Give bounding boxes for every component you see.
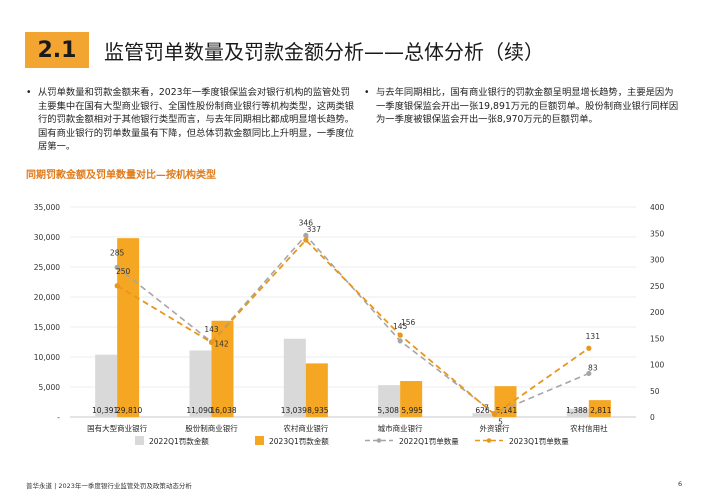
y-right-tick-label: 200 — [650, 308, 665, 317]
line-value-label: 143 — [204, 325, 219, 334]
legend-marker — [376, 438, 382, 443]
line-point — [586, 370, 592, 377]
bar-value-label: 5,995 — [401, 406, 423, 415]
y-left-tick-label: 15,000 — [34, 323, 60, 332]
legend-label: 2023Q1罚款金额 — [269, 436, 329, 446]
line-point — [208, 339, 215, 346]
legend-label: 2022Q1罚款金额 — [149, 436, 209, 446]
y-left-tick-label: 10,000 — [34, 353, 60, 362]
bullet-right-text: 与去年同期相比，国有商业银行的罚款金额呈明显增长趋势，主要是因为一季度银保监会开… — [376, 87, 679, 126]
x-tick-label: 外资银行 — [480, 423, 510, 433]
line-value-label: 83 — [588, 363, 598, 372]
bar-value-label: 10,391 — [92, 406, 118, 415]
bar — [305, 363, 328, 417]
line-point — [303, 232, 309, 238]
bar-value-label: 13,039 — [281, 406, 307, 415]
line-point — [397, 332, 403, 338]
page-number: 6 — [678, 480, 683, 488]
line-value-label: 346 — [299, 218, 314, 227]
bar — [189, 350, 212, 417]
bullet-left: • 从罚单数量和罚款金额来看，2023年一季度银保监会对银行机构的监管处罚主要集… — [26, 86, 356, 154]
bar-value-label: 5,308 — [377, 406, 399, 415]
bar-value-label: 5,141 — [496, 406, 518, 415]
line-point — [397, 338, 403, 344]
legend-swatch — [255, 436, 264, 445]
line-value-label: 285 — [110, 248, 125, 257]
line-point — [491, 411, 498, 417]
page-title: 监管罚单数量及罚款金额分析——总体分析（续） — [104, 40, 544, 64]
bar-value-label: 2,811 — [590, 406, 612, 415]
bar-value-label: 11,090 — [186, 406, 212, 415]
line-value-label: 145 — [393, 322, 408, 331]
y-left-tick-label: 25,000 — [34, 263, 60, 272]
legend-swatch — [135, 436, 144, 445]
line-value-label: 250 — [116, 267, 131, 276]
line-point — [303, 237, 309, 243]
section-number-badge: 2.1 — [25, 32, 89, 68]
y-right-tick-label: 400 — [650, 203, 665, 212]
line-point — [114, 264, 120, 270]
bar — [378, 385, 401, 417]
line-value-label: 7 — [484, 403, 489, 412]
bar — [95, 354, 118, 417]
bar — [117, 238, 140, 417]
bar-value-label: 16,038 — [210, 406, 236, 415]
bullet-right: • 与去年同期相比，国有商业银行的罚款金额呈明显增长趋势，主要是因为一季度银保监… — [364, 86, 681, 127]
x-tick-label: 农村商业银行 — [283, 423, 328, 433]
y-right-tick-label: 250 — [650, 282, 665, 291]
bar-value-label: 29,810 — [116, 406, 142, 415]
y-right-tick-label: 150 — [650, 334, 665, 343]
legend-marker — [486, 438, 492, 443]
legend-label: 2023Q1罚单数量 — [509, 436, 569, 446]
y-right-tick-label: 100 — [650, 361, 665, 370]
bar — [566, 408, 589, 417]
x-tick-label: 城市商业银行 — [378, 423, 423, 433]
x-tick-label: 股份制商业银行 — [185, 423, 238, 433]
series-line — [116, 238, 590, 416]
line-value-label: 5 — [498, 417, 503, 426]
bar — [211, 320, 234, 417]
y-right-tick-label: 300 — [650, 256, 665, 265]
y-left-tick-label: 5,000 — [39, 383, 61, 392]
combo-chart: - 5,000 10,000 15,000 20,000 25,000 30,000 35,0… — [34, 203, 665, 446]
bar-value-label: 1,388 — [566, 406, 588, 415]
series-line — [116, 234, 590, 415]
footer-text: 普华永道 | 2023年一季度银行业监管处罚及政策动态分析 — [26, 482, 192, 490]
bullet-dot-icon: • — [364, 87, 370, 98]
y-left-tick-label: 20,000 — [34, 293, 60, 302]
bar — [494, 386, 517, 417]
bar — [472, 413, 495, 417]
bar — [588, 400, 611, 417]
y-right-tick-label: 350 — [650, 229, 665, 238]
bar — [283, 338, 306, 417]
y-right-tick-label: 50 — [650, 387, 660, 396]
line-value-label: 156 — [401, 318, 416, 327]
line-point — [586, 345, 592, 351]
y-right-tick-label: 0 — [650, 413, 655, 422]
line-value-label: 337 — [307, 225, 322, 234]
line-value-label: 142 — [214, 339, 229, 348]
x-tick-label: 国有大型商业银行 — [87, 423, 147, 433]
bullet-dot-icon: • — [26, 87, 32, 98]
y-left-tick-label: 30,000 — [34, 233, 60, 242]
line-point — [114, 283, 120, 289]
chart-title: 同期罚款金额及罚单数量对比—按机构类型 — [26, 170, 216, 181]
x-tick-label: 农村信用社 — [570, 423, 608, 433]
bar-value-label: 8,935 — [307, 406, 329, 415]
y-left-tick-label: 35,000 — [34, 203, 60, 212]
bar-value-label: 626 — [475, 406, 490, 415]
legend-label: 2022Q1罚单数量 — [399, 436, 459, 446]
line-value-label: 131 — [586, 332, 601, 341]
y-left-tick-label: - — [57, 413, 60, 422]
bullet-left-text: 从罚单数量和罚款金额来看，2023年一季度银保监会对银行机构的监管处罚主要集中在… — [38, 87, 355, 153]
bar — [400, 381, 423, 417]
